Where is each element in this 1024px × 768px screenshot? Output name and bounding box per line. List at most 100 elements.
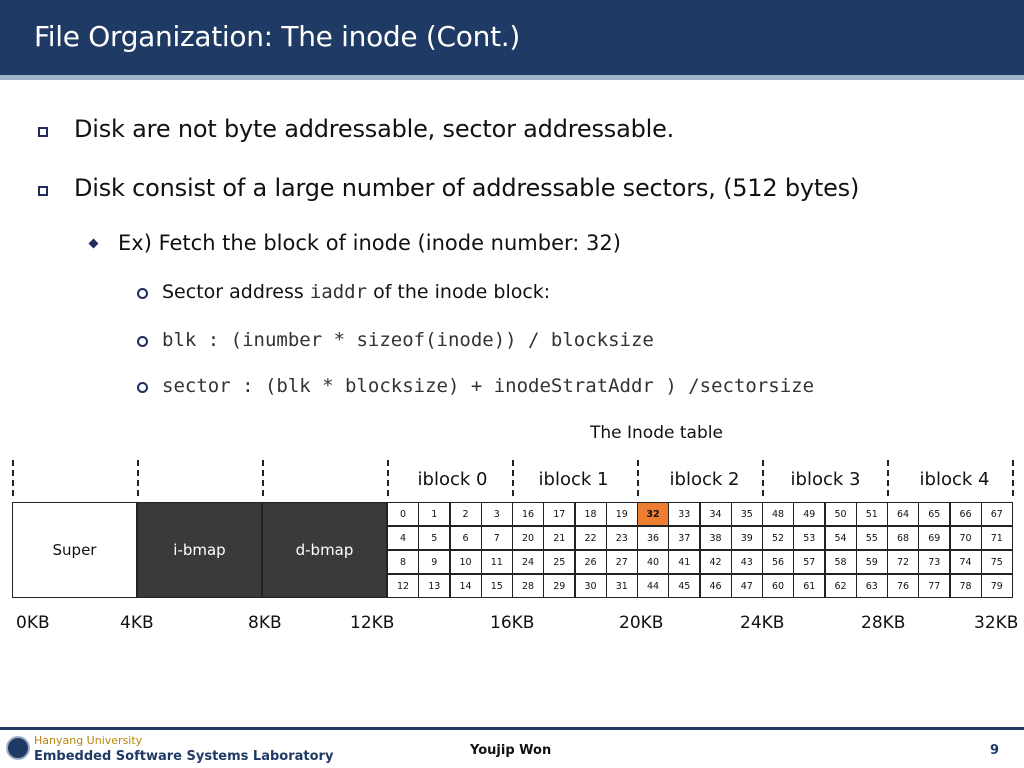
kb-label: 12KB bbox=[350, 613, 395, 633]
sector-prefix: Sector address bbox=[162, 281, 304, 303]
inode-cell: 14 bbox=[449, 574, 482, 598]
inode-cell: 13 bbox=[418, 574, 451, 598]
lab-name: Embedded Software Systems Laboratory bbox=[34, 749, 334, 764]
inode-cell: 46 bbox=[699, 574, 732, 598]
inode-cell: 27 bbox=[605, 550, 638, 574]
square-bullet-icon bbox=[38, 186, 48, 196]
inode-cell: 1 bbox=[418, 502, 451, 526]
divider-dash bbox=[12, 460, 14, 496]
super-region: Super bbox=[12, 502, 137, 598]
inode-cell: 4 bbox=[387, 526, 419, 550]
kb-label: 0KB bbox=[16, 613, 50, 633]
inode-cell: 60 bbox=[762, 574, 794, 598]
sector-formula: sector : (blk * blocksize) + inodeStratA… bbox=[162, 375, 815, 397]
inode-cell: 78 bbox=[949, 574, 982, 598]
kb-label: 20KB bbox=[619, 613, 664, 633]
university-name: Hanyang University bbox=[34, 734, 143, 747]
inode-cell: 33 bbox=[668, 502, 701, 526]
inode-cell: 30 bbox=[574, 574, 607, 598]
inode-cell: 2 bbox=[449, 502, 482, 526]
inode-cell: 42 bbox=[699, 550, 732, 574]
ibmap-region: i-bmap bbox=[137, 502, 262, 598]
inode-cell: 72 bbox=[887, 550, 919, 574]
inode-cell: 12 bbox=[387, 574, 419, 598]
diamond-bullet-icon bbox=[88, 238, 99, 249]
slide-title: File Organization: The inode (Cont.) bbox=[34, 20, 520, 53]
footer-divider bbox=[0, 727, 1024, 730]
inode-cell: 73 bbox=[918, 550, 951, 574]
iblock-label: iblock 4 bbox=[919, 469, 990, 490]
divider-dash bbox=[262, 460, 264, 496]
inode-cell: 64 bbox=[887, 502, 919, 526]
inode-cell: 26 bbox=[574, 550, 607, 574]
inode-cell: 5 bbox=[418, 526, 451, 550]
inode-cell: 55 bbox=[855, 526, 888, 550]
inode-cell: 56 bbox=[762, 550, 794, 574]
sector-suffix: of the inode block: bbox=[373, 281, 551, 303]
inode-cell: 47 bbox=[730, 574, 763, 598]
inode-cell: 10 bbox=[449, 550, 482, 574]
kb-label: 28KB bbox=[861, 613, 906, 633]
divider-dash bbox=[762, 460, 764, 496]
inode-cell: 59 bbox=[855, 550, 888, 574]
inode-cell: 20 bbox=[512, 526, 544, 550]
bullet-2: Disk consist of a large number of addres… bbox=[74, 174, 860, 202]
inode-cell: 69 bbox=[918, 526, 951, 550]
iblock-label: iblock 1 bbox=[538, 469, 609, 490]
inode-cell: 6 bbox=[449, 526, 482, 550]
iblock-label: iblock 3 bbox=[790, 469, 861, 490]
inode-cell: 53 bbox=[793, 526, 826, 550]
iaddr-code: iaddr bbox=[309, 281, 368, 303]
inode-cell: 34 bbox=[699, 502, 732, 526]
inode-cell: 70 bbox=[949, 526, 982, 550]
divider-dash bbox=[637, 460, 639, 496]
iblock-label: iblock 2 bbox=[669, 469, 740, 490]
kb-label: 16KB bbox=[490, 613, 535, 633]
divider-dash bbox=[512, 460, 514, 496]
title-bar: File Organization: The inode (Cont.) bbox=[0, 0, 1024, 80]
divider-dash bbox=[387, 460, 389, 496]
inode-cell: 43 bbox=[730, 550, 763, 574]
circle-bullet-icon bbox=[137, 336, 148, 347]
inode-cell: 40 bbox=[637, 550, 669, 574]
inode-cell: 36 bbox=[637, 526, 669, 550]
inode-cell: 67 bbox=[980, 502, 1013, 526]
inode-cell: 3 bbox=[480, 502, 513, 526]
inode-cell: 29 bbox=[543, 574, 576, 598]
inode-cell: 32 bbox=[637, 502, 669, 526]
inode-cell: 38 bbox=[699, 526, 732, 550]
inode-cell: 77 bbox=[918, 574, 951, 598]
sub-bullet: Ex) Fetch the block of inode (inode numb… bbox=[118, 231, 621, 255]
inode-cell: 52 bbox=[762, 526, 794, 550]
inode-cell: 18 bbox=[574, 502, 607, 526]
presenter-name: Youjip Won bbox=[470, 743, 552, 758]
inode-cell: 79 bbox=[980, 574, 1013, 598]
sector-address-line: Sector address iaddr of the inode block: bbox=[162, 281, 550, 303]
inode-cell: 45 bbox=[668, 574, 701, 598]
inode-cell: 44 bbox=[637, 574, 669, 598]
kb-label: 32KB bbox=[974, 613, 1019, 633]
university-logo-icon bbox=[6, 736, 30, 760]
page-number: 9 bbox=[990, 743, 1000, 758]
kb-label: 24KB bbox=[740, 613, 785, 633]
inode-cell: 50 bbox=[824, 502, 857, 526]
inode-cell: 39 bbox=[730, 526, 763, 550]
inode-cell: 62 bbox=[824, 574, 857, 598]
bullet-1: Disk are not byte addressable, sector ad… bbox=[74, 115, 675, 143]
inode-cell: 68 bbox=[887, 526, 919, 550]
circle-bullet-icon bbox=[137, 382, 148, 393]
inode-cell: 71 bbox=[980, 526, 1013, 550]
inode-cell: 28 bbox=[512, 574, 544, 598]
inode-cell: 23 bbox=[605, 526, 638, 550]
inode-cell: 24 bbox=[512, 550, 544, 574]
inode-cell: 75 bbox=[980, 550, 1013, 574]
inode-cell: 37 bbox=[668, 526, 701, 550]
inode-table-title: The Inode table bbox=[590, 423, 723, 443]
divider-dash bbox=[1012, 460, 1014, 496]
inode-cell: 9 bbox=[418, 550, 451, 574]
inode-cell: 35 bbox=[730, 502, 763, 526]
circle-bullet-icon bbox=[137, 288, 148, 299]
inode-cell: 16 bbox=[512, 502, 544, 526]
inode-cell: 51 bbox=[855, 502, 888, 526]
inode-cell: 17 bbox=[543, 502, 576, 526]
